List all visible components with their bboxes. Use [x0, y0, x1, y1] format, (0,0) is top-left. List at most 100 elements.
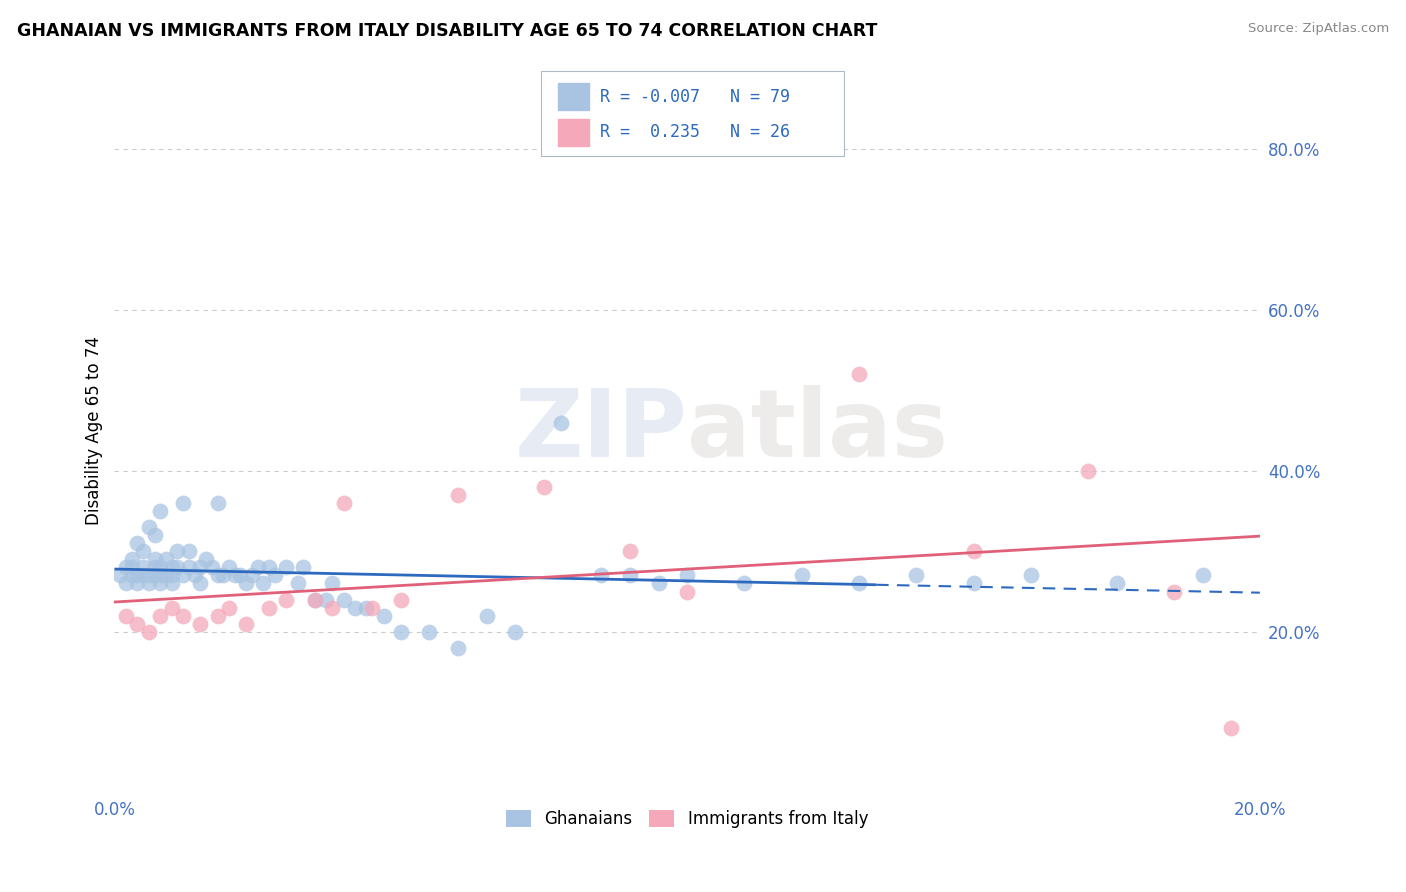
Point — [246, 560, 269, 574]
Point — [287, 576, 309, 591]
Point — [127, 536, 149, 550]
Point — [160, 568, 183, 582]
Point — [389, 592, 412, 607]
Point — [1105, 576, 1128, 591]
Text: GHANAIAN VS IMMIGRANTS FROM ITALY DISABILITY AGE 65 TO 74 CORRELATION CHART: GHANAIAN VS IMMIGRANTS FROM ITALY DISABI… — [17, 22, 877, 40]
Point — [166, 560, 188, 574]
Point — [207, 568, 229, 582]
Point — [212, 568, 235, 582]
Point — [121, 552, 143, 566]
Point — [143, 560, 166, 574]
Point — [373, 608, 395, 623]
Point — [188, 560, 211, 574]
Point — [172, 568, 194, 582]
Point — [149, 576, 172, 591]
Y-axis label: Disability Age 65 to 74: Disability Age 65 to 74 — [86, 336, 103, 525]
Point — [195, 552, 218, 566]
Point — [304, 592, 326, 607]
Point — [132, 568, 155, 582]
Text: atlas: atlas — [688, 384, 948, 476]
Point — [138, 624, 160, 639]
Point — [1077, 464, 1099, 478]
Point — [108, 568, 131, 582]
Point — [1019, 568, 1042, 582]
Point — [332, 592, 354, 607]
Point — [143, 552, 166, 566]
Point — [138, 520, 160, 534]
Point — [160, 600, 183, 615]
Point — [201, 560, 224, 574]
Point — [315, 592, 337, 607]
Point — [155, 568, 177, 582]
Point — [263, 568, 285, 582]
Point — [1163, 584, 1185, 599]
Point — [127, 576, 149, 591]
Point — [143, 568, 166, 582]
Point — [343, 600, 366, 615]
Point — [276, 560, 298, 574]
Point — [224, 568, 246, 582]
Point — [183, 568, 205, 582]
Point — [127, 568, 149, 582]
Legend: Ghanaians, Immigrants from Italy: Ghanaians, Immigrants from Italy — [499, 804, 875, 835]
Point — [304, 592, 326, 607]
Point — [132, 544, 155, 558]
Point — [276, 592, 298, 607]
Point — [138, 568, 160, 582]
Point — [218, 560, 240, 574]
Point — [143, 528, 166, 542]
Point — [207, 608, 229, 623]
Point — [321, 576, 343, 591]
Point — [257, 560, 280, 574]
Text: Source: ZipAtlas.com: Source: ZipAtlas.com — [1249, 22, 1389, 36]
Point — [848, 368, 870, 382]
Point — [361, 600, 384, 615]
Point — [121, 568, 143, 582]
Point — [550, 416, 572, 430]
Point — [127, 616, 149, 631]
Point — [160, 560, 183, 574]
Point — [733, 576, 755, 591]
Point — [447, 640, 470, 655]
Point — [676, 584, 699, 599]
Point — [121, 560, 143, 574]
Point — [356, 600, 378, 615]
Point — [418, 624, 440, 639]
Point — [160, 576, 183, 591]
Point — [115, 608, 138, 623]
Point — [1191, 568, 1213, 582]
Point — [389, 624, 412, 639]
Point — [848, 576, 870, 591]
Point — [132, 560, 155, 574]
Point — [149, 608, 172, 623]
Point — [332, 496, 354, 510]
Point — [149, 560, 172, 574]
Point — [533, 480, 555, 494]
Point — [447, 488, 470, 502]
Point — [1220, 721, 1243, 735]
Point — [619, 544, 641, 558]
Text: R =  0.235   N = 26: R = 0.235 N = 26 — [600, 123, 790, 141]
Point — [177, 560, 200, 574]
Point — [235, 576, 257, 591]
Point — [505, 624, 527, 639]
Point — [252, 576, 274, 591]
Point — [591, 568, 613, 582]
Point — [177, 544, 200, 558]
Point — [292, 560, 315, 574]
Point — [321, 600, 343, 615]
Point — [676, 568, 699, 582]
Point — [229, 568, 252, 582]
Point — [240, 568, 263, 582]
Point — [619, 568, 641, 582]
Point — [115, 560, 138, 574]
Point — [172, 496, 194, 510]
Point — [790, 568, 813, 582]
Point — [475, 608, 498, 623]
Point — [155, 552, 177, 566]
Point — [188, 576, 211, 591]
Point — [188, 616, 211, 631]
Point — [166, 544, 188, 558]
Point — [138, 576, 160, 591]
Text: R = -0.007   N = 79: R = -0.007 N = 79 — [600, 87, 790, 106]
